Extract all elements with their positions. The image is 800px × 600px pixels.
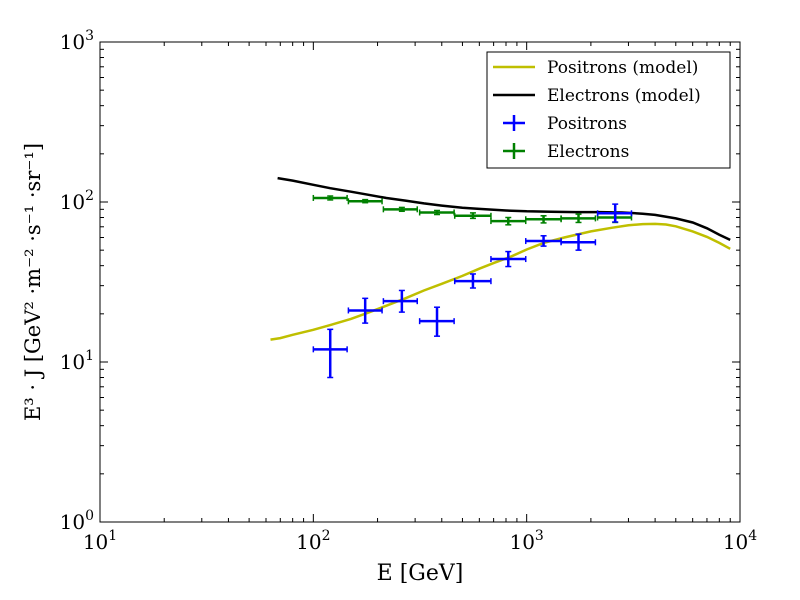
positrons-series <box>312 203 633 379</box>
positrons-point <box>347 297 383 324</box>
legend-item-electrons: Electrons <box>503 142 629 162</box>
electrons-point <box>418 209 455 216</box>
legend-item-positrons: Positrons <box>503 114 627 134</box>
y-tick-label: 100 <box>60 508 94 534</box>
x-tick-label: 102 <box>296 528 330 554</box>
legend-item-electrons-model: Electrons (model) <box>493 86 701 106</box>
legend-label: Positrons <box>547 114 627 134</box>
plot-frame <box>99 41 741 523</box>
x-axis-label: E [GeV] <box>377 561 464 586</box>
y-tick-label: 103 <box>60 28 94 54</box>
positrons-point <box>382 289 419 313</box>
positrons-point <box>490 250 527 268</box>
y-axis-ticks: 100 101 102 103 <box>60 28 740 534</box>
electrons-point <box>490 216 527 226</box>
x-tick-label: 104 <box>723 528 757 554</box>
legend: Positrons (model) Electrons (model) Positr… <box>486 51 731 169</box>
electrons-point <box>312 194 348 201</box>
legend-box <box>486 51 731 169</box>
electrons-series <box>312 194 633 226</box>
legend-label: Positrons (model) <box>547 58 698 78</box>
x-tick-label: 101 <box>83 528 117 554</box>
data-points <box>312 194 633 379</box>
positrons-point <box>596 203 633 223</box>
electrons-model-line <box>277 176 731 242</box>
electrons-point <box>347 198 383 205</box>
positrons-point <box>560 233 597 251</box>
electrons-point <box>382 206 419 213</box>
legend-item-positrons-model: Positrons (model) <box>493 58 698 78</box>
y-axis-label: E³ · J [GeV² ·m⁻² ·s⁻¹ ·sr⁻¹] <box>21 143 45 421</box>
x-tick-label: 103 <box>509 528 543 554</box>
positrons-point <box>312 328 348 379</box>
electrons-point <box>560 213 597 224</box>
x-axis-ticks: 101 102 103 104 <box>83 42 757 554</box>
y-tick-label: 102 <box>60 188 94 214</box>
positrons-model-line <box>270 222 731 341</box>
y-tick-label: 101 <box>60 348 94 374</box>
positrons-point <box>524 235 562 247</box>
electrons-point <box>453 212 492 220</box>
model-lines <box>270 176 731 341</box>
legend-label: Electrons (model) <box>547 86 701 106</box>
legend-label: Electrons <box>547 142 629 162</box>
positrons-point <box>418 306 455 337</box>
positrons-point <box>453 273 492 289</box>
